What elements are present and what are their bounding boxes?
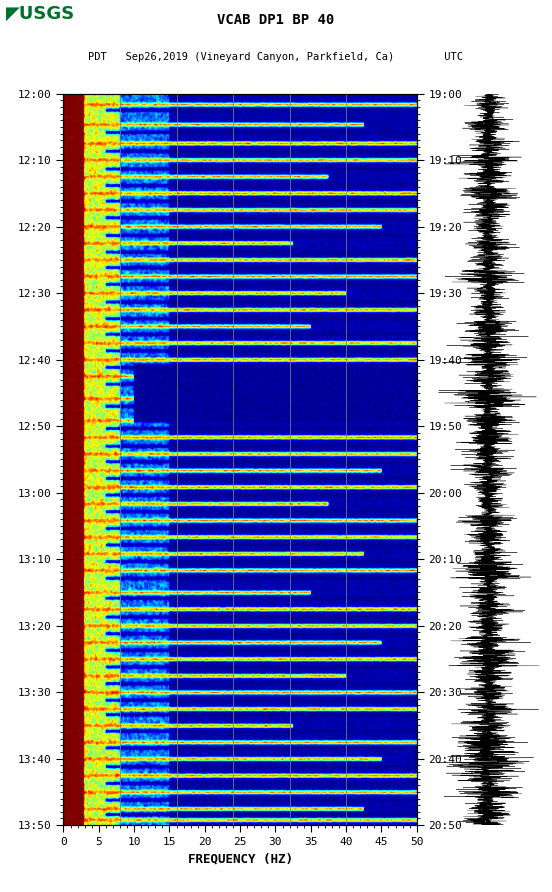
Text: VCAB DP1 BP 40: VCAB DP1 BP 40 — [217, 13, 335, 28]
Text: ◤USGS: ◤USGS — [6, 4, 75, 22]
Text: PDT   Sep26,2019 (Vineyard Canyon, Parkfield, Ca)        UTC: PDT Sep26,2019 (Vineyard Canyon, Parkfie… — [88, 52, 464, 62]
X-axis label: FREQUENCY (HZ): FREQUENCY (HZ) — [188, 853, 293, 865]
